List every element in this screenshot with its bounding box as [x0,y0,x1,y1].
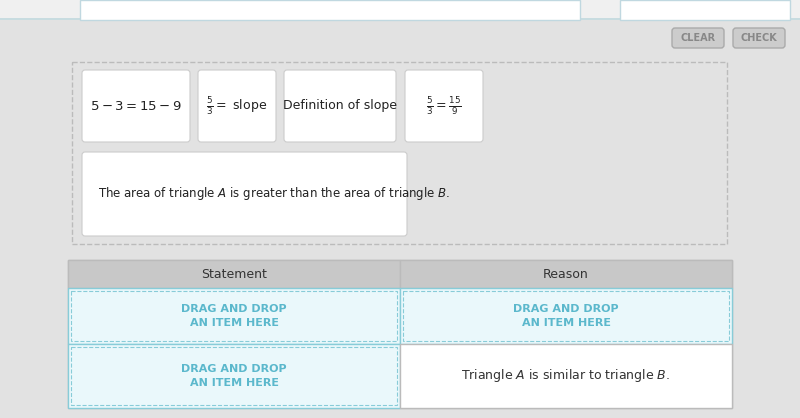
Text: Definition of slope: Definition of slope [283,99,397,112]
FancyBboxPatch shape [82,70,190,142]
Bar [68,260,732,408]
Text: Reason: Reason [543,268,589,280]
FancyBboxPatch shape [733,28,785,48]
Bar [403,291,729,341]
Bar [620,0,790,20]
Bar [68,260,400,288]
Text: $\frac{5}{3}=$ slope: $\frac{5}{3}=$ slope [206,95,267,117]
Bar [0,0,800,18]
Bar [0,18,800,20]
FancyBboxPatch shape [198,70,276,142]
Text: $5-3=15-9$: $5-3=15-9$ [90,99,182,112]
Text: DRAG AND DROP
AN ITEM HERE: DRAG AND DROP AN ITEM HERE [181,364,287,388]
Bar [80,0,580,20]
Text: $\frac{5}{3}=\frac{15}{9}$: $\frac{5}{3}=\frac{15}{9}$ [426,95,462,117]
FancyBboxPatch shape [672,28,724,48]
FancyBboxPatch shape [284,70,396,142]
Bar [71,347,397,405]
Bar [68,344,400,408]
Text: DRAG AND DROP
AN ITEM HERE: DRAG AND DROP AN ITEM HERE [513,303,619,329]
Text: Statement: Statement [201,268,267,280]
Text: DRAG AND DROP
AN ITEM HERE: DRAG AND DROP AN ITEM HERE [181,303,287,329]
Text: CLEAR: CLEAR [681,33,715,43]
Text: Triangle $A$ is similar to triangle $B$.: Triangle $A$ is similar to triangle $B$. [462,367,670,385]
FancyBboxPatch shape [405,70,483,142]
Bar [72,62,727,244]
Bar [68,288,400,344]
Bar [400,260,732,288]
Bar [71,291,397,341]
Bar [400,344,732,408]
Text: The area of triangle $A$ is greater than the area of triangle $B$.: The area of triangle $A$ is greater than… [98,186,450,202]
Text: CHECK: CHECK [741,33,778,43]
FancyBboxPatch shape [82,152,407,236]
Bar [400,288,732,344]
